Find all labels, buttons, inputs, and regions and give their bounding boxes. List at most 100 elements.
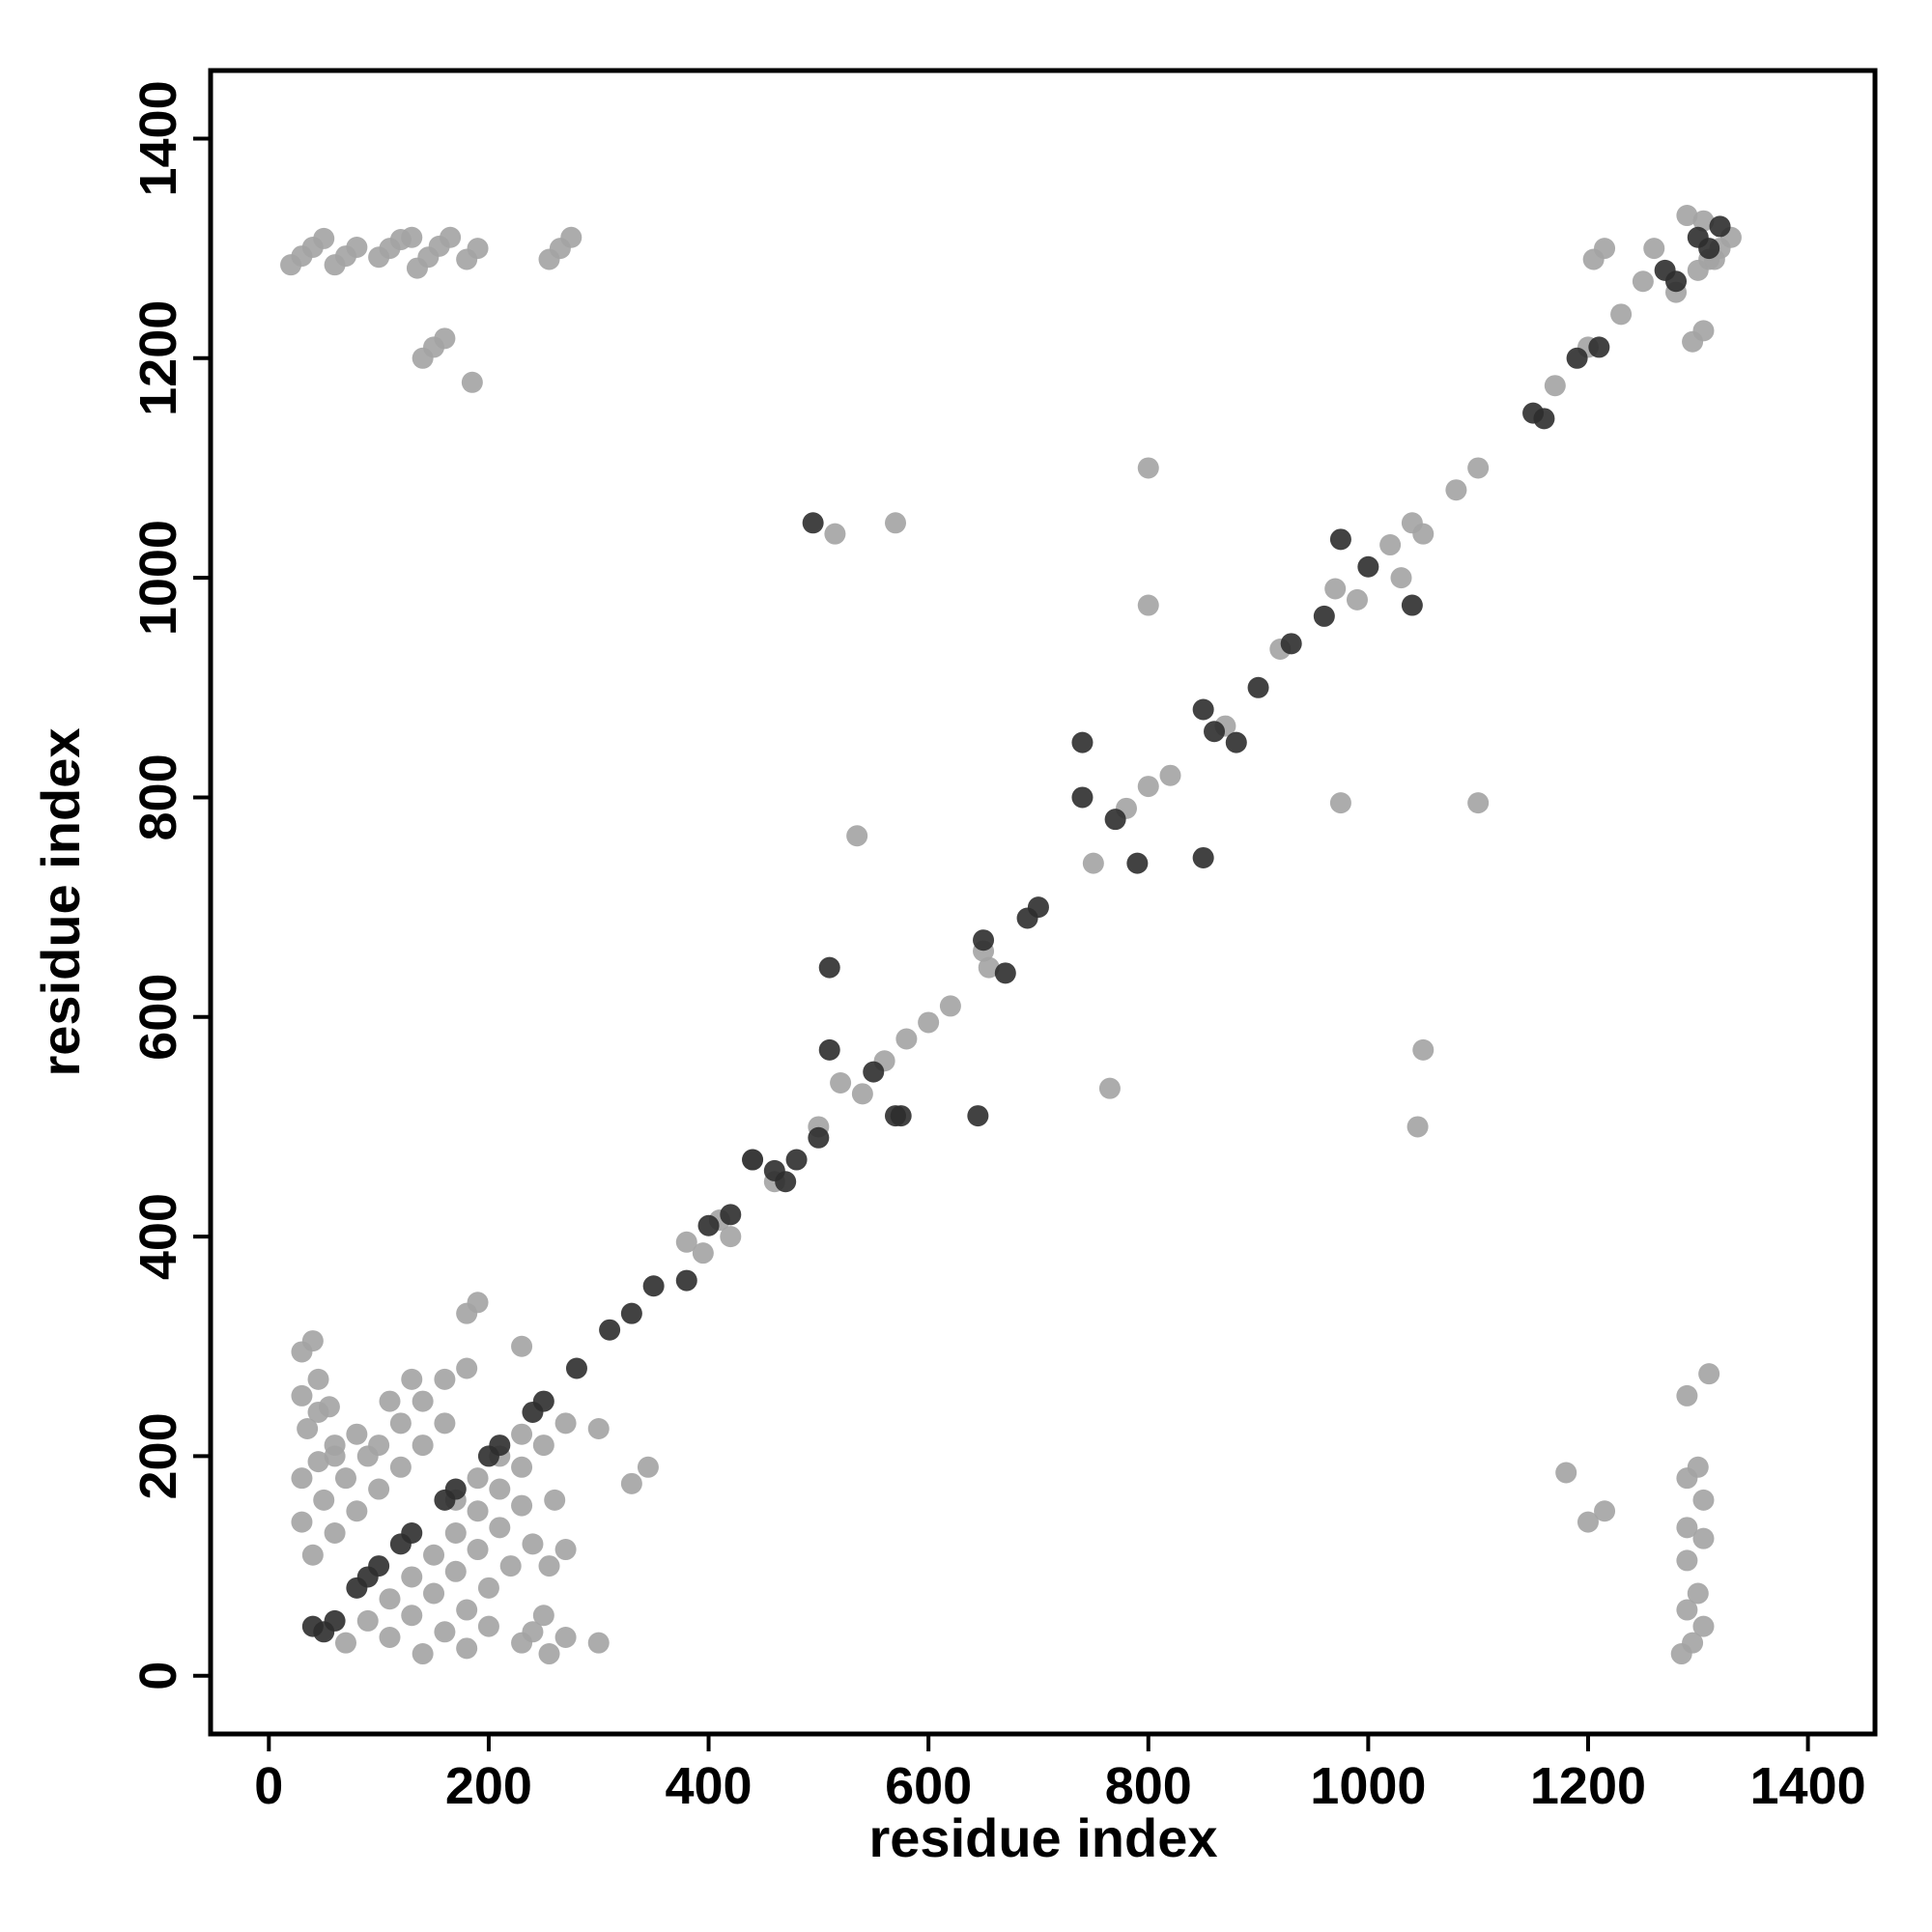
point: [324, 1445, 346, 1467]
point: [554, 1626, 577, 1648]
point: [467, 238, 489, 260]
point: [477, 1615, 499, 1637]
point: [389, 1456, 412, 1478]
point: [401, 226, 423, 248]
point: [522, 1533, 544, 1555]
point: [675, 1269, 697, 1292]
point: [1467, 792, 1490, 814]
x-tick-label: 1000: [1310, 1757, 1426, 1815]
point: [1225, 731, 1247, 753]
x-tick-label: 1200: [1530, 1757, 1646, 1815]
point: [489, 1435, 511, 1457]
point: [697, 1214, 720, 1236]
point: [1676, 1384, 1698, 1406]
point: [560, 226, 582, 248]
point: [1280, 633, 1302, 655]
point: [620, 1472, 642, 1494]
point: [720, 1226, 742, 1248]
x-tick-label: 1400: [1750, 1757, 1866, 1815]
point: [587, 1632, 610, 1654]
point: [1412, 523, 1435, 545]
point: [412, 1435, 434, 1457]
point: [1610, 303, 1633, 326]
point: [313, 1489, 335, 1511]
y-axis-label: residue index: [30, 727, 91, 1076]
point: [1594, 238, 1616, 260]
point: [1687, 1582, 1709, 1605]
point: [456, 1357, 478, 1379]
point: [1709, 215, 1731, 238]
point: [368, 1478, 390, 1500]
point: [401, 1521, 423, 1544]
point: [511, 1423, 533, 1445]
point: [1692, 1615, 1715, 1637]
point: [477, 1577, 499, 1599]
point: [802, 512, 824, 534]
point: [1643, 238, 1665, 260]
point: [356, 1609, 379, 1632]
point: [489, 1517, 511, 1539]
point: [939, 995, 961, 1017]
point: [808, 1126, 830, 1149]
point: [1566, 347, 1588, 369]
point: [1544, 375, 1566, 397]
point: [324, 1609, 346, 1632]
y-tick-label: 1200: [129, 300, 187, 416]
point: [297, 1418, 319, 1440]
point: [1676, 1599, 1698, 1621]
plot-marks: [280, 205, 1742, 1665]
point: [1159, 764, 1181, 786]
point: [1379, 534, 1402, 556]
point: [368, 1555, 390, 1577]
point: [1692, 320, 1715, 342]
point: [1204, 721, 1226, 743]
point: [637, 1456, 659, 1478]
point: [412, 1390, 434, 1412]
point: [1533, 408, 1555, 430]
point: [538, 1643, 560, 1665]
point: [1594, 1500, 1616, 1522]
point: [511, 1456, 533, 1478]
point: [890, 1105, 912, 1127]
point: [599, 1319, 621, 1341]
point: [1104, 809, 1126, 831]
point: [489, 1478, 511, 1500]
point: [675, 1231, 697, 1253]
point: [818, 956, 840, 979]
point: [412, 1643, 434, 1665]
point: [307, 1368, 329, 1390]
point: [775, 1171, 797, 1193]
point: [544, 1489, 566, 1511]
point: [587, 1418, 610, 1440]
point: [1137, 594, 1159, 616]
point: [401, 1605, 423, 1627]
point: [423, 1544, 445, 1566]
y-tick-label: 600: [129, 974, 187, 1061]
point: [440, 226, 462, 248]
point: [1692, 1527, 1715, 1549]
y-tick-label: 200: [129, 1412, 187, 1499]
point: [334, 1467, 356, 1490]
point: [532, 1390, 554, 1412]
point: [830, 1071, 852, 1094]
point: [1687, 1456, 1709, 1478]
point: [324, 1521, 346, 1544]
point: [461, 371, 483, 393]
point: [1071, 786, 1094, 809]
point: [1137, 776, 1159, 798]
point: [1698, 238, 1720, 260]
point: [532, 1435, 554, 1457]
point: [301, 1544, 324, 1566]
point: [692, 1242, 714, 1264]
point: [291, 1511, 313, 1533]
point: [434, 1368, 456, 1390]
point: [1692, 210, 1715, 232]
point: [307, 1401, 329, 1423]
point: [720, 1204, 742, 1226]
point: [978, 956, 1000, 979]
point: [511, 1335, 533, 1357]
point: [346, 1423, 368, 1445]
point: [642, 1275, 665, 1297]
point: [1682, 1632, 1704, 1654]
point: [467, 1292, 489, 1314]
